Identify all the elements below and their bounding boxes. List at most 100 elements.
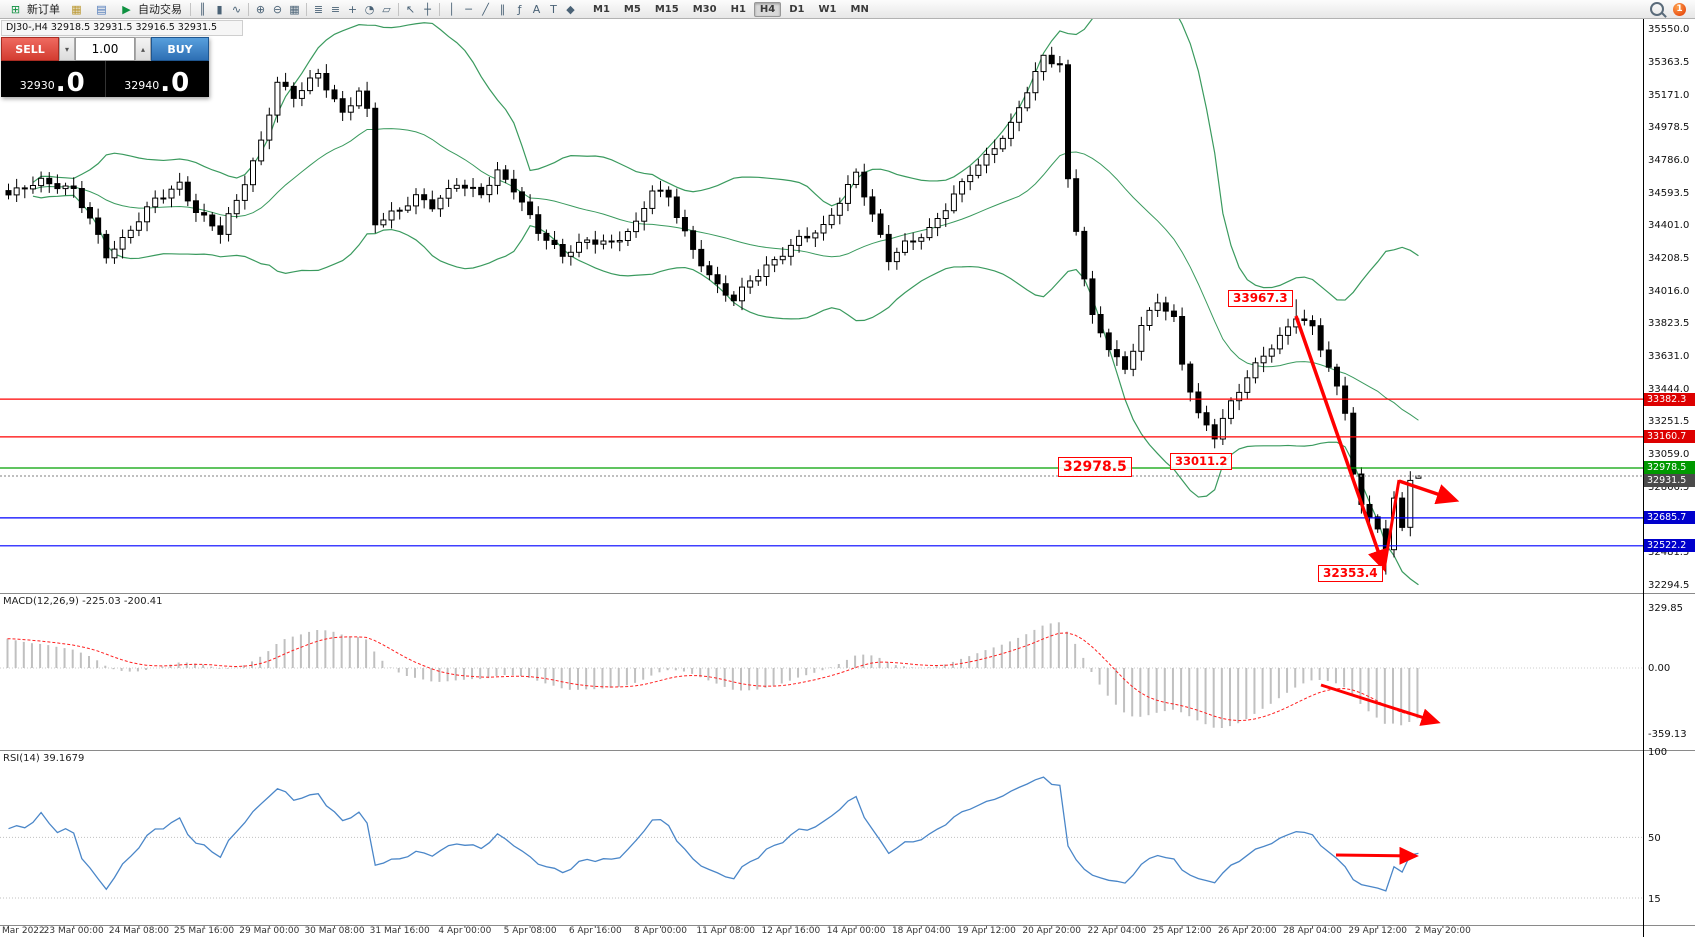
date-axis-label: 11 Apr 08:00 [696, 926, 756, 936]
price-annotation[interactable]: 33011.2 [1170, 452, 1233, 470]
auto-trading-icon: ▶ [122, 2, 131, 16]
fibonacci-icon[interactable]: ƒ [517, 2, 522, 16]
date-axis-label: 2 May 20:00 [1414, 926, 1471, 936]
price-tag[interactable]: 32522.2 [1644, 539, 1695, 553]
indicators-icon[interactable]: + [347, 2, 358, 16]
cursor-icon[interactable]: ↖ [405, 2, 416, 16]
one-click-trading-panel: SELL ▾ 1.00 ▴ BUY 32930 .0 32940 .0 [1, 37, 209, 97]
timeframe-h1-button[interactable]: H1 [730, 3, 746, 15]
tile-windows-icon[interactable]: ▦ [289, 2, 300, 16]
search-icon[interactable] [1650, 2, 1664, 16]
volume-up-spinner[interactable]: ▴ [135, 37, 151, 61]
price-tag[interactable]: 32685.7 [1644, 511, 1695, 525]
shapes-icon[interactable]: ◆ [566, 2, 575, 16]
price-axis-label: 34208.5 [1648, 253, 1690, 265]
price-axis-label: 35171.0 [1648, 89, 1690, 101]
price-axis-label: 35363.5 [1648, 57, 1690, 69]
price-axis-label: 33251.5 [1648, 416, 1690, 428]
date-axis-label: 18 Apr 04:00 [891, 926, 951, 936]
macd-label: MACD(12,26,9) -225.03 -200.41 [3, 596, 163, 607]
rsi-label: RSI(14) 39.1679 [3, 753, 84, 764]
timeframe-m15-button[interactable]: M15 [654, 3, 679, 15]
volume-down-spinner[interactable]: ▾ [59, 37, 75, 61]
crosshair-icon[interactable]: ┼ [424, 2, 431, 16]
macd-name: MACD(12,26,9) [3, 596, 79, 607]
sell-button[interactable]: SELL [1, 37, 59, 61]
bar-chart-icon[interactable]: ║ [199, 2, 206, 16]
templates-icon[interactable]: ▱ [382, 2, 391, 16]
horizontal-line-icon[interactable]: ─ [465, 2, 472, 16]
rsi-value: 39.1679 [42, 753, 85, 764]
toolbar: ⊞ 新订单 ▦ ▤ ▶ 自动交易 ║ ▮ ∿ ⊕ ⊖ ▦ ≣ ≡ + ◔ ▱ ↖ ┼ │ ─ ╱ ∥ ƒ A T ◆ M1 M5 M1… [0, 0, 1695, 19]
bid-price-big: .0 [55, 68, 86, 98]
price-axis-label: 33059.0 [1648, 449, 1690, 460]
timeframe-m1-button[interactable]: M1 [593, 3, 610, 15]
chart-title: DJ30-,H4 32918.5 32931.5 32916.5 32931.5 [1, 20, 243, 36]
periods-dropdown-icon[interactable]: ◔ [364, 2, 375, 16]
date-axis-label: 26 Apr 20:00 [1217, 926, 1277, 936]
date-axis-label: 20 Apr 20:00 [1022, 926, 1082, 936]
quote-panel: 32930 .0 32940 .0 [1, 61, 209, 97]
timeframe-w1-button[interactable]: W1 [818, 3, 837, 15]
profile-icon: ▤ [96, 2, 107, 16]
macd-axis-label: 0.00 [1648, 663, 1671, 674]
trendline-icon[interactable]: ╱ [482, 2, 489, 16]
timeframe-m5-button[interactable]: M5 [623, 3, 641, 15]
toolbar-left-group: ⊞ 新订单 ▦ ▤ ▶ 自动交易 [3, 1, 186, 17]
price-tag[interactable]: 33382.3 [1644, 392, 1695, 406]
timeframe-d1-button[interactable]: D1 [789, 3, 805, 15]
date-axis-label: 31 Mar 16:00 [369, 926, 430, 936]
volume-input[interactable]: 1.00 [75, 37, 135, 61]
auto-trading-button[interactable]: ▶ 自动交易 [114, 1, 186, 17]
profile-button[interactable]: ▤ [89, 1, 114, 17]
label-icon[interactable]: T [550, 2, 557, 16]
price-annotation[interactable]: 33967.3 [1228, 289, 1293, 308]
date-axis-label: Mar 2022 [2, 926, 45, 936]
macd-rsi-separator[interactable] [0, 750, 1695, 751]
price-axis-label: 34593.5 [1648, 187, 1690, 199]
price-axis-label: 34978.5 [1648, 122, 1690, 134]
buy-button[interactable]: BUY [151, 37, 209, 61]
channel-icon[interactable]: ∥ [499, 2, 506, 16]
price-axis-label: 33631.0 [1648, 351, 1690, 363]
new-order-button[interactable]: ⊞ 新订单 [3, 1, 64, 17]
line-chart-icon[interactable]: ∿ [231, 2, 242, 16]
date-axis-label: 12 Apr 16:00 [761, 926, 821, 936]
vertical-line-icon[interactable]: │ [448, 2, 455, 16]
text-icon[interactable]: A [532, 2, 541, 16]
price-axis-label: 34401.0 [1648, 220, 1690, 232]
price-tag[interactable]: 32978.5 [1644, 461, 1695, 475]
new-order-icon: ⊞ [10, 2, 21, 16]
arrange-icon[interactable]: ≣ [313, 2, 324, 16]
price-axis-label: 33444.0 [1648, 383, 1690, 395]
auto-trading-label: 自动交易 [138, 3, 182, 16]
timeframe-h4-button[interactable]: H4 [753, 1, 782, 17]
main-macd-separator[interactable] [0, 593, 1695, 594]
toolbar-separator [248, 2, 249, 16]
price-annotation[interactable]: 32978.5 [1058, 456, 1132, 478]
chart-window-button[interactable]: ▦ [64, 1, 89, 17]
price-annotation[interactable]: 32353.4 [1318, 564, 1383, 583]
new-order-label: 新订单 [27, 3, 60, 16]
date-axis-label: 23 Mar 00:00 [43, 926, 104, 936]
date-axis-label: 22 Apr 04:00 [1087, 926, 1147, 936]
community-icon[interactable]: 1 [1673, 2, 1686, 16]
timeframe-mn-button[interactable]: MN [850, 3, 869, 15]
rsi-axis-label: 50 [1648, 833, 1661, 845]
price-tag[interactable]: 33160.7 [1644, 430, 1695, 444]
date-axis-label: 8 Apr 00:00 [634, 926, 687, 936]
date-axis-label: 25 Apr 12:00 [1152, 926, 1212, 936]
price-tag[interactable]: 32931.5 [1644, 474, 1695, 488]
timeframe-m30-button[interactable]: M30 [692, 3, 717, 15]
price-axis-label: 34016.0 [1648, 285, 1690, 297]
cascade-icon[interactable]: ≡ [330, 2, 341, 16]
bid-price-main: 32930 [19, 79, 55, 92]
chart-canvas[interactable] [0, 18, 1643, 925]
price-axis-label: 32294.5 [1648, 579, 1690, 591]
zoom-out-icon[interactable]: ⊖ [272, 2, 283, 16]
toolbar-separator [190, 2, 191, 16]
price-axis-label: 33823.5 [1648, 318, 1690, 330]
candlestick-chart-icon[interactable]: ▮ [216, 2, 223, 16]
zoom-in-icon[interactable]: ⊕ [255, 2, 266, 16]
